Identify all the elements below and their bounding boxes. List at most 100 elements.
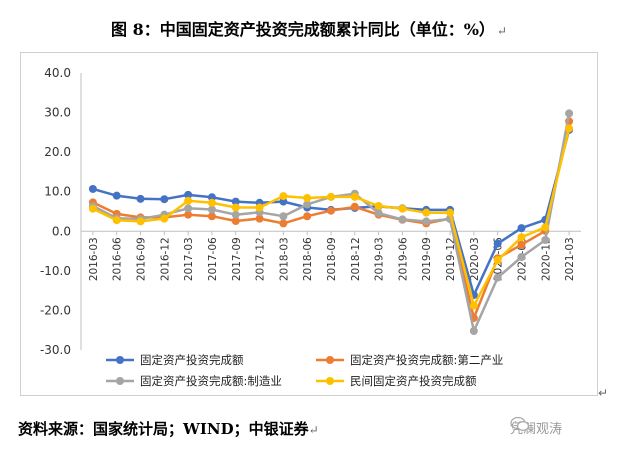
data-point: [303, 194, 312, 203]
paragraph-mark-icon: ↵: [308, 423, 319, 437]
data-point: [88, 204, 97, 213]
legend-swatch-marker: [326, 356, 334, 364]
wechat-icon: [510, 416, 530, 431]
data-point: [493, 273, 502, 282]
data-point: [374, 201, 383, 210]
data-point: [350, 192, 359, 201]
x-tick-label: 2016-09: [136, 237, 148, 281]
data-point: [160, 195, 169, 204]
x-tick-label: 2017-12: [255, 237, 267, 281]
y-tick-label: -20.0: [40, 303, 71, 317]
data-point: [517, 253, 526, 262]
data-point: [255, 214, 264, 223]
x-tick-label: 2020-03: [469, 237, 481, 281]
x-axis: 2016-03 2016-06 2016-09 2016-12 2017-03 2017-…: [81, 230, 581, 281]
y-tick-label: 0.0: [52, 224, 71, 238]
x-tick-label: 2019-06: [397, 237, 409, 281]
data-point: [517, 233, 526, 242]
y-tick-label: 10.0: [44, 185, 71, 199]
data-point: [565, 109, 574, 118]
legend-label: 固定资产投资完成额:第二产业: [350, 353, 503, 367]
figure-title-text: 图 8：中国固定资产投资完成额累计同比（单位：%）: [111, 20, 495, 39]
data-point: [112, 191, 121, 200]
y-axis: -30.0 -20.0 -10.0 0.0 10.0 20.0 30.0 40.0: [40, 66, 82, 357]
data-point: [231, 203, 240, 212]
data-point: [231, 197, 240, 206]
figure-title: 图 8：中国固定资产投资完成额累计同比（单位：%） ↵: [0, 16, 618, 40]
data-point: [184, 196, 193, 205]
data-point: [112, 216, 121, 225]
x-tick-label: 2021-03: [564, 237, 576, 281]
y-tick-label: 30.0: [44, 106, 71, 120]
data-point: [279, 192, 288, 201]
data-point: [184, 190, 193, 199]
data-point: [327, 206, 335, 215]
x-tick-label: 2018-12: [350, 237, 362, 281]
data-point: [279, 197, 288, 206]
legend-label: 固定资产投资完成额:制造业: [140, 374, 282, 388]
y-tick-label: 20.0: [44, 145, 71, 159]
x-tick-label: 2017-09: [231, 237, 243, 281]
data-point: [231, 216, 240, 225]
data-point: [469, 301, 478, 310]
x-tick-label: 2016-06: [112, 237, 124, 281]
data-point: [207, 193, 216, 202]
data-point: [398, 215, 407, 224]
data-point: [398, 204, 407, 213]
x-tick-label: 2019-12: [445, 237, 457, 281]
data-point: [279, 219, 288, 228]
data-point: [207, 205, 216, 214]
data-point: [136, 217, 145, 226]
x-tick-label: 2018-06: [302, 237, 314, 281]
data-point: [207, 198, 216, 207]
x-tick-label: 2020-12: [540, 237, 552, 281]
line-chart: -30.0 -20.0 -10.0 0.0 10.0 20.0 30.0 40.0 2016-…: [40, 66, 581, 388]
legend-swatch-marker: [116, 356, 124, 364]
data-point: [160, 214, 169, 223]
y-tick-label: -30.0: [40, 343, 71, 357]
data-point: [327, 192, 335, 201]
legend-swatch-marker: [326, 377, 334, 385]
data-point: [422, 208, 431, 217]
source-note: 资料来源：国家统计局；WIND；中银证券↵: [18, 418, 319, 439]
data-point: [469, 327, 478, 336]
data-point: [446, 208, 455, 217]
x-tick-label: 2019-03: [374, 237, 386, 281]
data-point: [350, 202, 359, 211]
data-point: [136, 194, 145, 203]
y-tick-label: -10.0: [40, 264, 71, 278]
data-point: [255, 203, 264, 212]
data-point: [422, 217, 431, 226]
paragraph-mark-icon: ↵: [598, 386, 609, 400]
data-point: [565, 124, 574, 133]
x-tick-label: 2016-12: [159, 237, 171, 281]
data-point: [541, 223, 550, 232]
data-point: [493, 256, 502, 265]
data-point: [517, 240, 526, 249]
data-point: [541, 235, 550, 244]
data-point: [493, 239, 502, 248]
data-point: [517, 224, 526, 233]
data-point: [207, 212, 216, 221]
data-point: [184, 204, 193, 213]
y-tick-label: 40.0: [44, 66, 71, 80]
x-tick-label: 2018-03: [278, 237, 290, 281]
data-point: [279, 212, 288, 221]
data-point: [303, 212, 312, 221]
chart-frame: -30.0 -20.0 -10.0 0.0 10.0 20.0 30.0 40.0 2016-…: [20, 52, 598, 396]
series-layer: [88, 109, 574, 336]
data-point: [231, 210, 240, 219]
x-tick-label: 2017-06: [207, 237, 219, 281]
x-tick-label: 2016-03: [88, 237, 100, 281]
data-point: [303, 200, 312, 209]
legend-label: 民间固定资产投资完成额: [350, 374, 477, 388]
data-point: [88, 184, 97, 193]
legend-swatch-marker: [116, 377, 124, 385]
data-point: [184, 210, 193, 219]
x-tick-label: 2018-09: [326, 237, 338, 281]
paragraph-mark-icon: ↵: [496, 24, 507, 38]
legend-label: 固定资产投资完成额: [140, 353, 244, 367]
data-point: [374, 209, 383, 218]
x-tick-label: 2017-03: [183, 237, 195, 281]
